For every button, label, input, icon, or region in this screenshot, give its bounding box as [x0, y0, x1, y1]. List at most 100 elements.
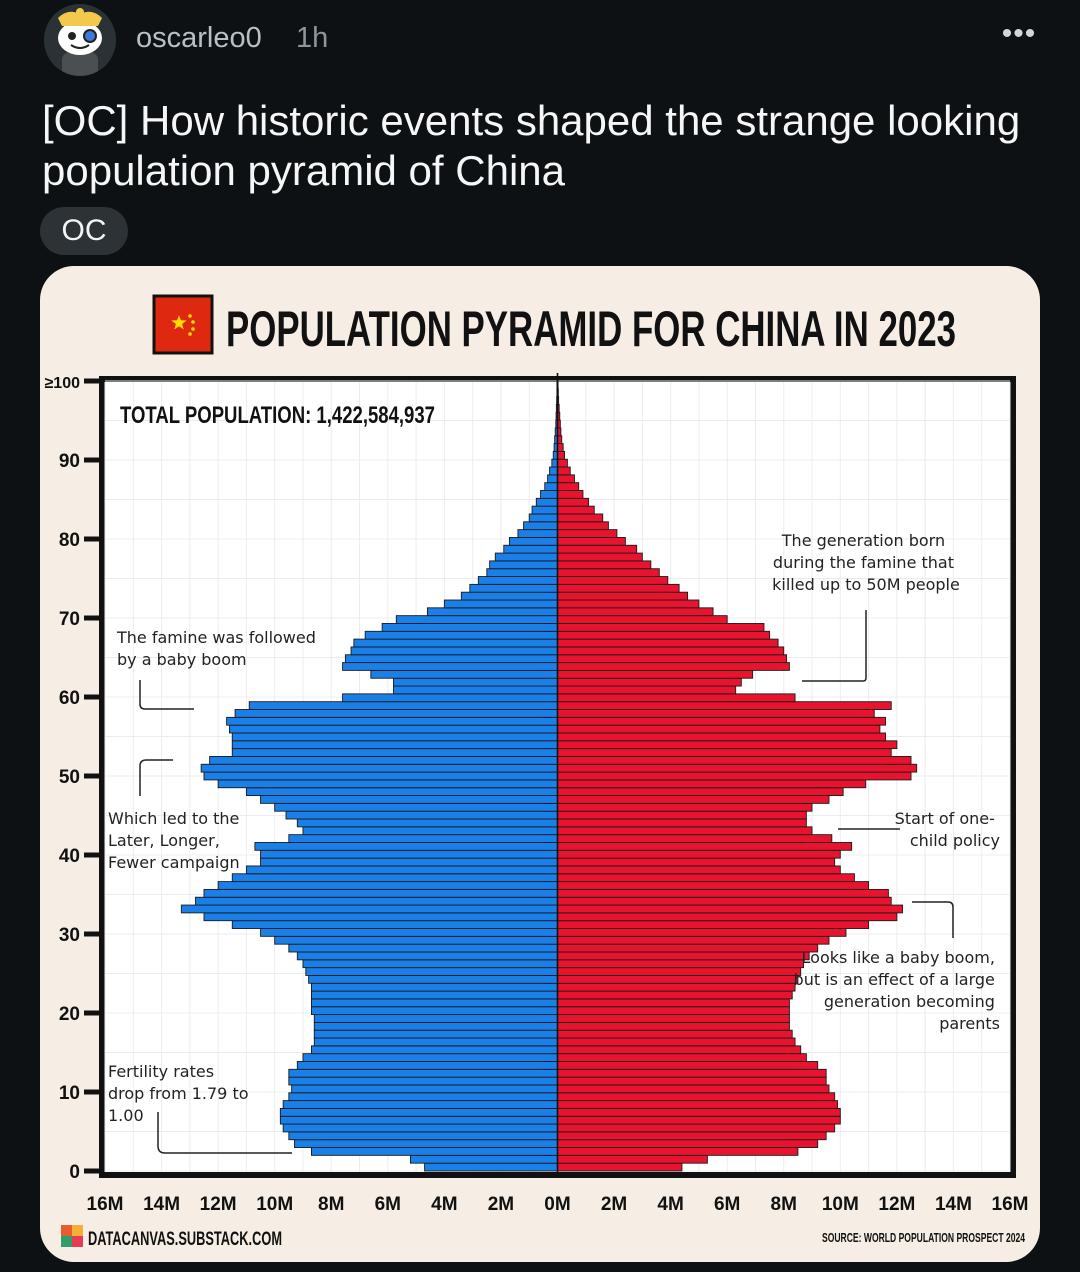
post-title[interactable]: [OC] How historic events shaped the stra…	[42, 97, 1021, 194]
male-bar-age-66	[350, 646, 558, 656]
female-bar-age-10	[557, 1084, 830, 1094]
female-bar-age-82	[557, 521, 609, 531]
post-image[interactable]: POPULATION PYRAMID FOR CHINA IN 2023 0 10…	[40, 266, 1040, 1262]
male-bar-age-46	[274, 802, 558, 812]
female-bar-age-17	[557, 1029, 793, 1039]
x-tick-label: 2M	[488, 1194, 514, 1215]
female-bar-age-48	[557, 787, 844, 796]
china-flag-icon	[152, 294, 214, 355]
male-bar-age-56	[228, 724, 558, 734]
chart-title: POPULATION PYRAMID FOR CHINA IN 2023	[226, 301, 956, 357]
source-label: SOURCE: WORLD POPULATION PROSPECT 2024	[822, 1230, 1026, 1245]
y-tick-label: 40	[59, 846, 80, 867]
total-population-label: TOTAL POPULATION: 1,422,584,937	[120, 402, 435, 429]
female-bar-age-69	[557, 623, 765, 632]
female-bar-age-56	[557, 724, 881, 734]
female-bar-age-25	[557, 967, 802, 976]
male-bar-age-20	[311, 1006, 558, 1016]
x-tick-label: 8M	[318, 1194, 344, 1215]
female-bar-age-9	[557, 1092, 836, 1102]
male-bar-age-17	[313, 1029, 558, 1039]
male-bar-age-65	[344, 654, 558, 664]
x-tick-label: 2M	[601, 1194, 627, 1215]
female-bar-age-78	[557, 552, 643, 562]
arrow-fertility	[157, 1112, 292, 1154]
male-bar-age-86	[540, 490, 558, 499]
male-bar-age-8	[282, 1100, 558, 1109]
male-bar-age-41	[254, 842, 558, 851]
female-bar-age-66	[557, 646, 785, 656]
female-bar-age-23	[557, 982, 796, 992]
male-bars	[180, 380, 558, 1172]
male-bar-age-89	[549, 466, 558, 476]
y-tick-label: 90	[59, 451, 80, 472]
female-bar-age-24	[557, 975, 799, 984]
male-bar-age-53	[231, 748, 558, 757]
female-bar-age-49	[557, 779, 867, 789]
female-bar-age-16	[557, 1037, 796, 1047]
male-bar-age-69	[381, 623, 558, 632]
male-bar-age-55	[231, 732, 558, 742]
female-bar-age-57	[557, 716, 887, 726]
male-bar-age-70	[395, 615, 558, 624]
arrow-baby-boom	[139, 680, 194, 710]
y-tick-label: 60	[59, 688, 80, 709]
female-bar-age-12	[557, 1068, 827, 1078]
female-bar-age-70	[557, 615, 728, 624]
male-bar-age-78	[494, 552, 558, 562]
female-bar-age-85	[557, 497, 590, 507]
male-bar-age-27	[296, 951, 558, 961]
female-bar-age-37	[557, 873, 855, 883]
female-bar-age-86	[557, 490, 584, 499]
x-tick-label: 12M	[200, 1194, 237, 1215]
female-bar-age-59	[557, 701, 892, 710]
female-bar-age-43	[557, 826, 813, 836]
y-tick-label: 50	[59, 767, 80, 788]
male-bar-age-9	[288, 1092, 558, 1102]
male-bar-age-71	[426, 607, 558, 617]
male-bar-age-81	[517, 529, 558, 538]
male-bar-age-16	[313, 1037, 558, 1047]
male-bar-age-39	[260, 857, 558, 867]
female-bar-age-52	[557, 756, 912, 765]
female-bar-age-4	[557, 1131, 827, 1141]
flag-small-star-0	[188, 314, 192, 318]
male-bar-age-79	[503, 544, 558, 554]
snoo-avatar-icon	[44, 4, 116, 76]
y-axis: 0 10 20 30 40 50 60 70 80 90 ≥100	[45, 375, 100, 1183]
male-bar-age-18	[313, 1021, 558, 1031]
post-flair[interactable]: OC	[40, 207, 128, 255]
female-bar-age-77	[557, 560, 652, 570]
female-bar-age-36	[557, 881, 870, 890]
male-bar-age-59	[248, 701, 558, 710]
male-bar-age-11	[288, 1076, 558, 1086]
male-bar-age-0	[424, 1162, 558, 1172]
female-bar-age-27	[557, 951, 810, 961]
x-tick-label: 14M	[143, 1194, 180, 1215]
female-bar-age-63	[557, 669, 754, 679]
male-bar-age-51	[200, 763, 558, 773]
male-bar-age-62	[393, 677, 558, 687]
post-username[interactable]: oscarleo0	[136, 22, 262, 54]
male-bar-age-40	[260, 849, 558, 859]
male-bar-age-29	[274, 935, 558, 945]
male-bar-age-87	[544, 482, 558, 491]
user-avatar[interactable]	[44, 4, 116, 76]
male-bar-age-50	[203, 771, 558, 781]
male-bar-age-23	[311, 982, 558, 992]
arrow-llf	[139, 759, 173, 796]
female-bar-age-22	[557, 990, 793, 1000]
annotations: The generation born during the famine th…	[108, 531, 1000, 1154]
population-pyramid-chart: POPULATION PYRAMID FOR CHINA IN 2023 0 10…	[45, 294, 1029, 1250]
more-options-button[interactable]: •••	[1001, 17, 1037, 50]
male-bar-age-21	[311, 998, 558, 1008]
female-bar-age-62	[557, 677, 742, 687]
annotation-echo-boom: Looks like a baby boom, but is an effect…	[794, 948, 1000, 1033]
chart-footer: DATACANVAS.SUBSTACK.COM SOURCE: WORLD PO…	[61, 1225, 1026, 1250]
arrow-echo	[912, 901, 954, 938]
x-axis: 16M 14M 12M 10M 8M 6M 4M 2M 0M 2M 4M 6M 8M 10M 12M 14M 1…	[87, 1194, 1029, 1215]
male-bar-age-76	[486, 568, 558, 577]
female-bar-age-53	[557, 748, 892, 757]
male-bar-age-90	[551, 458, 558, 468]
y-tick-label: ≥100	[45, 375, 81, 392]
